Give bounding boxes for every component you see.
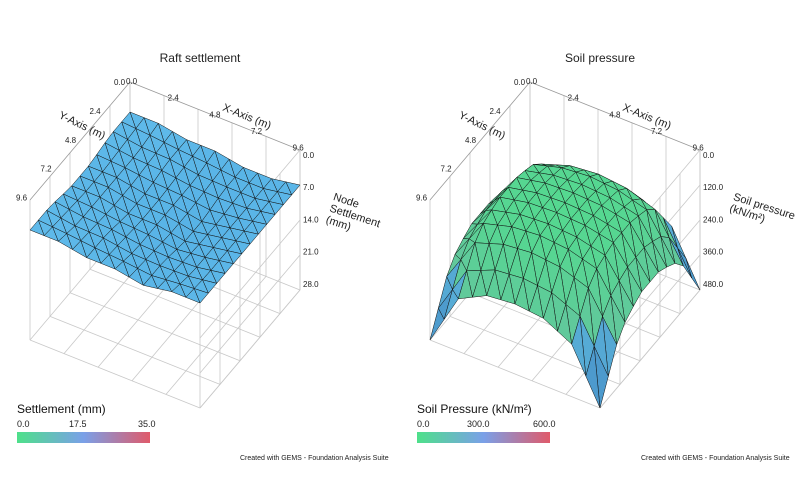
surface-facet — [100, 254, 116, 270]
surface-mesh — [29, 111, 301, 304]
surface-facet — [571, 316, 587, 377]
surface-facet — [57, 233, 73, 251]
z-axis-label: Soil pressure(kN/m²) — [728, 191, 796, 225]
surface-facet — [457, 269, 473, 300]
floor-grid-line — [29, 339, 201, 409]
colorbar-max-label: 600.0 — [533, 419, 556, 429]
wall-grid-line — [199, 254, 301, 374]
x-tick-label: 4.8 — [209, 110, 221, 119]
colorbar-labels: 0.0 17.5 35.0 — [17, 419, 157, 431]
surface-facet — [142, 275, 158, 289]
surface-facet — [171, 283, 187, 298]
x-tick-label: 7.2 — [251, 127, 263, 136]
colorbar-mid-label: 17.5 — [69, 419, 87, 429]
y-tick-label: 7.2 — [441, 165, 453, 174]
z-tick-label: 360.0 — [703, 248, 724, 257]
z-tick-label: 0.0 — [703, 151, 715, 160]
floor-grid-line — [49, 316, 221, 385]
colorbar-min-label: 0.0 — [17, 419, 30, 429]
x-tick-label: 2.4 — [168, 94, 180, 103]
surface-facet — [543, 292, 558, 332]
x-tick-label: 2.4 — [568, 94, 580, 103]
surface-facet — [443, 288, 459, 320]
x-tick-label: 0.0 — [126, 77, 138, 86]
z-tick-label: 21.0 — [303, 248, 319, 257]
z-tick-label: 0.0 — [303, 151, 315, 160]
surface-mesh — [429, 163, 701, 409]
axis-line — [529, 81, 701, 151]
wall-grid-line — [599, 289, 701, 409]
y-tick-label: 7.2 — [41, 165, 53, 174]
colorbar-max-label: 35.0 — [138, 419, 156, 429]
tick-labels: 0.02.44.87.29.60.02.44.87.29.60.07.014.0… — [16, 77, 319, 289]
x-tick-label: 9.6 — [693, 144, 705, 153]
y-tick-label: 4.8 — [465, 136, 477, 145]
surface-facet — [528, 285, 544, 319]
surface-facet — [43, 226, 59, 242]
credit-text: Created with GEMS - Foundation Analysis … — [240, 455, 389, 462]
colorbar-gradient — [417, 432, 550, 443]
surface-facet — [585, 346, 601, 409]
surface-facet — [86, 247, 102, 264]
surface-facet — [429, 307, 445, 341]
surface-facet — [128, 267, 144, 286]
surface-facet — [472, 269, 487, 298]
wall-grid-line — [199, 219, 301, 339]
x-tick-label: 4.8 — [609, 110, 621, 119]
y-tick-label: 2.4 — [490, 107, 502, 116]
soil-pressure-3d-plot[interactable]: 0.02.44.87.29.60.02.44.87.29.60.0120.024… — [400, 0, 800, 500]
z-tick-label: 14.0 — [303, 215, 319, 224]
z-tick-label: 28.0 — [303, 280, 319, 289]
x-axis-label: X-Axis (m) — [621, 102, 673, 132]
y-tick-label: 0.0 — [114, 78, 126, 87]
surface-facet — [72, 240, 88, 259]
y-tick-label: 0.0 — [514, 78, 526, 87]
tick-labels: 0.02.44.87.29.60.02.44.87.29.60.0120.024… — [416, 77, 724, 289]
axis-line — [129, 81, 301, 151]
axis-line — [429, 81, 531, 201]
surface-facet — [114, 260, 130, 278]
z-tick-label: 120.0 — [703, 183, 724, 192]
settlement-3d-plot[interactable]: 0.02.44.87.29.60.02.44.87.29.60.07.014.0… — [0, 0, 400, 500]
floor-grid-line — [165, 276, 267, 395]
x-tick-label: 0.0 — [526, 77, 538, 86]
surface-facet — [557, 304, 573, 345]
floor-grid-line — [429, 339, 601, 409]
z-tick-label: 7.0 — [303, 183, 315, 192]
colorbar-title: Settlement (mm) — [17, 402, 106, 416]
y-tick-label: 2.4 — [90, 107, 102, 116]
surface-facet — [157, 279, 173, 293]
colorbar-min-label: 0.0 — [417, 419, 430, 429]
z-tick-label: 480.0 — [703, 280, 724, 289]
surface-facet — [486, 268, 502, 301]
soil-pressure-panel: Soil pressure 0.0 2.4 4.8 7.2 9.6 0.0 2.4 4.8 7.… — [400, 0, 800, 500]
colorbar-mid-label: 300.0 — [467, 419, 490, 429]
x-tick-label: 9.6 — [293, 144, 305, 153]
y-tick-label: 9.6 — [416, 194, 428, 203]
chart-title: Soil pressure — [564, 51, 636, 65]
y-tick-label: 9.6 — [16, 194, 28, 203]
surface-facet — [185, 288, 201, 304]
settlement-panel: Raft settlement 0.0 2.4 4.8 7.2 9.6 0.0 2.4 4.8… — [0, 0, 400, 500]
colorbar-labels: 0.0 300.0 600.0 — [417, 419, 557, 431]
x-axis-label: X-Axis (m) — [221, 102, 273, 132]
surface-facet — [29, 219, 45, 237]
wall-grid-line — [199, 289, 301, 409]
wall-grid-line — [599, 254, 701, 374]
z-tick-label: 240.0 — [703, 215, 724, 224]
floor-grid-line — [89, 268, 261, 338]
y-tick-label: 4.8 — [65, 136, 77, 145]
floor-grid-line — [69, 292, 241, 362]
credit-text: Created with GEMS - Foundation Analysis … — [641, 455, 790, 462]
chart-title: Raft settlement — [159, 51, 241, 65]
surface-facet — [514, 278, 530, 312]
x-tick-label: 7.2 — [651, 127, 663, 136]
axis-line — [29, 81, 131, 201]
colorbar-title: Soil Pressure (kN/m²) — [417, 402, 532, 416]
colorbar-gradient — [17, 432, 150, 443]
surface-facet — [500, 273, 516, 305]
